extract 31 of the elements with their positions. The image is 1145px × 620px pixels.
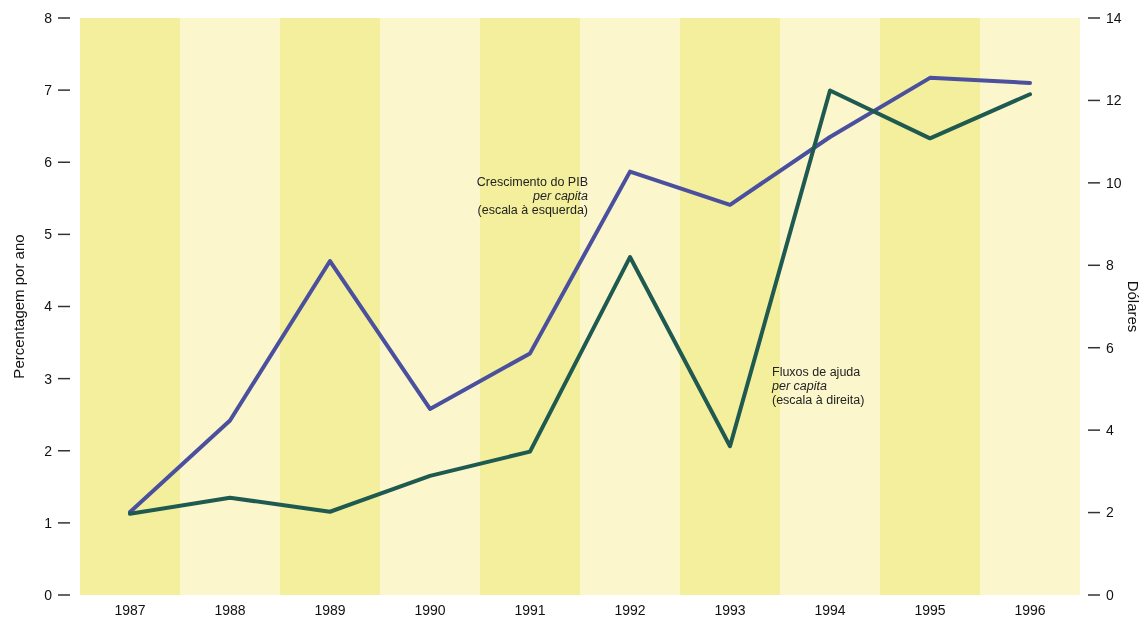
x-tick-label: 1989 [314, 602, 346, 618]
y-tick-label: 5 [44, 226, 53, 243]
y2-tick-label: 6 [1106, 339, 1114, 356]
y-axis-title: Percentagem por ano [10, 234, 27, 379]
y2-tick-label: 0 [1106, 586, 1114, 603]
y-tick-label: 0 [44, 586, 53, 603]
y2-axis-title: Dólares [1125, 280, 1142, 333]
y-tick-label: 8 [44, 9, 53, 26]
x-tick-label: 1987 [114, 602, 146, 618]
y2-tick-label: 8 [1106, 257, 1114, 274]
x-tick-label: 1990 [414, 602, 446, 618]
x-tick-label: 1992 [614, 602, 646, 618]
y2-tick-label: 2 [1106, 504, 1114, 521]
x-tick-label: 1988 [214, 602, 246, 618]
y2-tick-label: 10 [1106, 174, 1122, 191]
y-tick-label: 7 [44, 82, 53, 99]
x-tick-label: 1996 [1014, 602, 1046, 618]
x-tick-label: 1993 [714, 602, 746, 618]
y2-tick-label: 4 [1106, 422, 1114, 439]
x-tick-label: 1991 [514, 602, 546, 618]
x-tick-label: 1994 [814, 602, 846, 618]
y-tick-label: 3 [44, 370, 53, 387]
x-tick-label: 1995 [914, 602, 946, 618]
y-tick-label: 2 [44, 442, 53, 459]
y2-tick-label: 12 [1106, 92, 1122, 109]
y-tick-label: 6 [44, 154, 53, 171]
y-tick-label: 1 [44, 514, 53, 531]
y2-tick-label: 14 [1106, 9, 1122, 26]
y-tick-label: 4 [44, 298, 53, 315]
series-label: Fluxos de ajuda per capita (escala à direita) [771, 365, 865, 408]
series-label: Crescimento do PIB per capita (escala à esquerda) [476, 174, 589, 217]
